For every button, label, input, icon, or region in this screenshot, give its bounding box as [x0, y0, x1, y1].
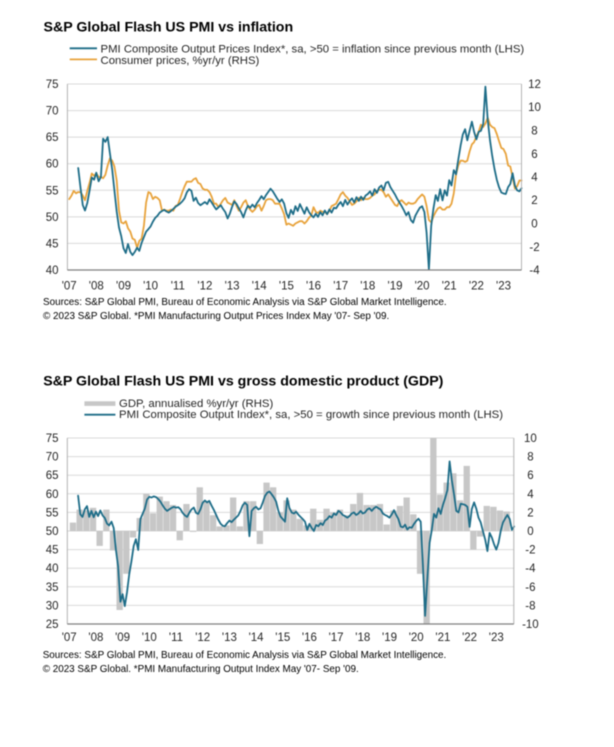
svg-text:Sources: S&P Global PMI, Burea: Sources: S&P Global PMI, Bureau of Econo… — [43, 297, 447, 308]
svg-text:50: 50 — [46, 212, 59, 224]
svg-text:'22: '22 — [469, 281, 484, 293]
svg-text:'13: '13 — [222, 632, 237, 644]
svg-text:10: 10 — [524, 433, 537, 445]
svg-text:'10: '10 — [142, 632, 157, 644]
svg-text:'08: '08 — [89, 281, 104, 293]
svg-text:2: 2 — [531, 195, 537, 207]
svg-text:45: 45 — [46, 238, 59, 250]
svg-text:PMI Composite Output Index*, s: PMI Composite Output Index*, sa, >50 = g… — [119, 409, 503, 421]
svg-text:70: 70 — [46, 452, 59, 464]
svg-text:8: 8 — [531, 126, 537, 138]
svg-text:'23: '23 — [489, 632, 504, 644]
svg-text:'09: '09 — [116, 281, 131, 293]
svg-text:65: 65 — [46, 470, 59, 482]
svg-text:Sources: S&P Global PMI, Burea: Sources: S&P Global PMI, Bureau of Econo… — [43, 650, 447, 661]
svg-text:'16: '16 — [302, 632, 317, 644]
svg-text:'11: '11 — [171, 281, 185, 293]
svg-text:55: 55 — [46, 185, 59, 197]
svg-text:'08: '08 — [88, 632, 103, 644]
svg-text:'12: '12 — [195, 632, 210, 644]
svg-text:'17: '17 — [329, 632, 344, 644]
svg-text:'14: '14 — [252, 281, 268, 293]
svg-text:© 2023 S&P Global. *PMI Manufa: © 2023 S&P Global. *PMI Manufacturing Ou… — [43, 664, 359, 675]
svg-text:Consumer prices, %yr/yr (RHS): Consumer prices, %yr/yr (RHS) — [101, 55, 260, 67]
svg-text:'20: '20 — [409, 632, 424, 644]
svg-text:'07: '07 — [62, 281, 77, 293]
svg-text:25: 25 — [46, 619, 59, 631]
svg-text:0: 0 — [531, 219, 537, 231]
svg-text:60: 60 — [46, 489, 59, 501]
svg-text:'11: '11 — [169, 632, 183, 644]
svg-text:-6: -6 — [525, 582, 535, 594]
svg-text:60: 60 — [46, 159, 59, 171]
svg-text:'12: '12 — [197, 281, 212, 293]
svg-text:-10: -10 — [522, 619, 539, 631]
svg-text:4: 4 — [527, 489, 534, 501]
svg-text:0: 0 — [527, 526, 533, 538]
svg-text:35: 35 — [46, 582, 59, 594]
svg-text:PMI Composite Output Prices In: PMI Composite Output Prices Index*, sa, … — [101, 44, 525, 56]
svg-text:'21: '21 — [435, 632, 450, 644]
svg-text:70: 70 — [46, 106, 59, 118]
svg-text:'16: '16 — [306, 281, 321, 293]
svg-text:S&P Global Flash US PMI vs inf: S&P Global Flash US PMI vs inflation — [44, 20, 294, 36]
svg-text:40: 40 — [46, 265, 59, 277]
svg-text:65: 65 — [46, 132, 59, 144]
svg-text:'10: '10 — [143, 281, 158, 293]
svg-text:'18: '18 — [355, 632, 370, 644]
svg-text:75: 75 — [46, 79, 59, 91]
svg-text:55: 55 — [46, 507, 59, 519]
svg-text:10: 10 — [528, 102, 541, 114]
svg-text:'17: '17 — [333, 281, 348, 293]
svg-text:12: 12 — [528, 79, 541, 91]
svg-text:6: 6 — [527, 470, 533, 482]
svg-text:-2: -2 — [529, 242, 539, 254]
svg-text:4: 4 — [531, 172, 538, 184]
svg-text:-2: -2 — [525, 545, 535, 557]
svg-text:75: 75 — [46, 433, 59, 445]
svg-text:'23: '23 — [496, 281, 511, 293]
svg-text:'21: '21 — [442, 281, 457, 293]
svg-text:-4: -4 — [525, 563, 536, 575]
svg-text:40: 40 — [46, 563, 59, 575]
svg-text:'19: '19 — [382, 632, 397, 644]
svg-text:-8: -8 — [525, 600, 535, 612]
svg-text:'15: '15 — [275, 632, 290, 644]
svg-text:© 2023 S&P Global. *PMI Manufa: © 2023 S&P Global. *PMI Manufacturing Ou… — [43, 311, 389, 322]
svg-text:-4: -4 — [529, 265, 540, 277]
svg-text:'07: '07 — [62, 632, 77, 644]
svg-text:8: 8 — [527, 452, 533, 464]
svg-text:'09: '09 — [115, 632, 130, 644]
svg-text:'20: '20 — [415, 281, 430, 293]
svg-text:6: 6 — [531, 149, 537, 161]
svg-text:30: 30 — [46, 600, 59, 612]
svg-text:'13: '13 — [225, 281, 240, 293]
svg-text:'22: '22 — [462, 632, 477, 644]
svg-text:'19: '19 — [388, 281, 403, 293]
svg-text:45: 45 — [46, 545, 59, 557]
svg-text:50: 50 — [46, 526, 59, 538]
svg-text:'15: '15 — [279, 281, 294, 293]
svg-text:S&P Global Flash US PMI vs gro: S&P Global Flash US PMI vs gross domesti… — [43, 374, 443, 390]
svg-text:'14: '14 — [249, 632, 265, 644]
svg-text:'18: '18 — [360, 281, 375, 293]
svg-text:2: 2 — [527, 507, 533, 519]
svg-text:GDP, annualised %yr/yr (RHS): GDP, annualised %yr/yr (RHS) — [119, 398, 273, 410]
